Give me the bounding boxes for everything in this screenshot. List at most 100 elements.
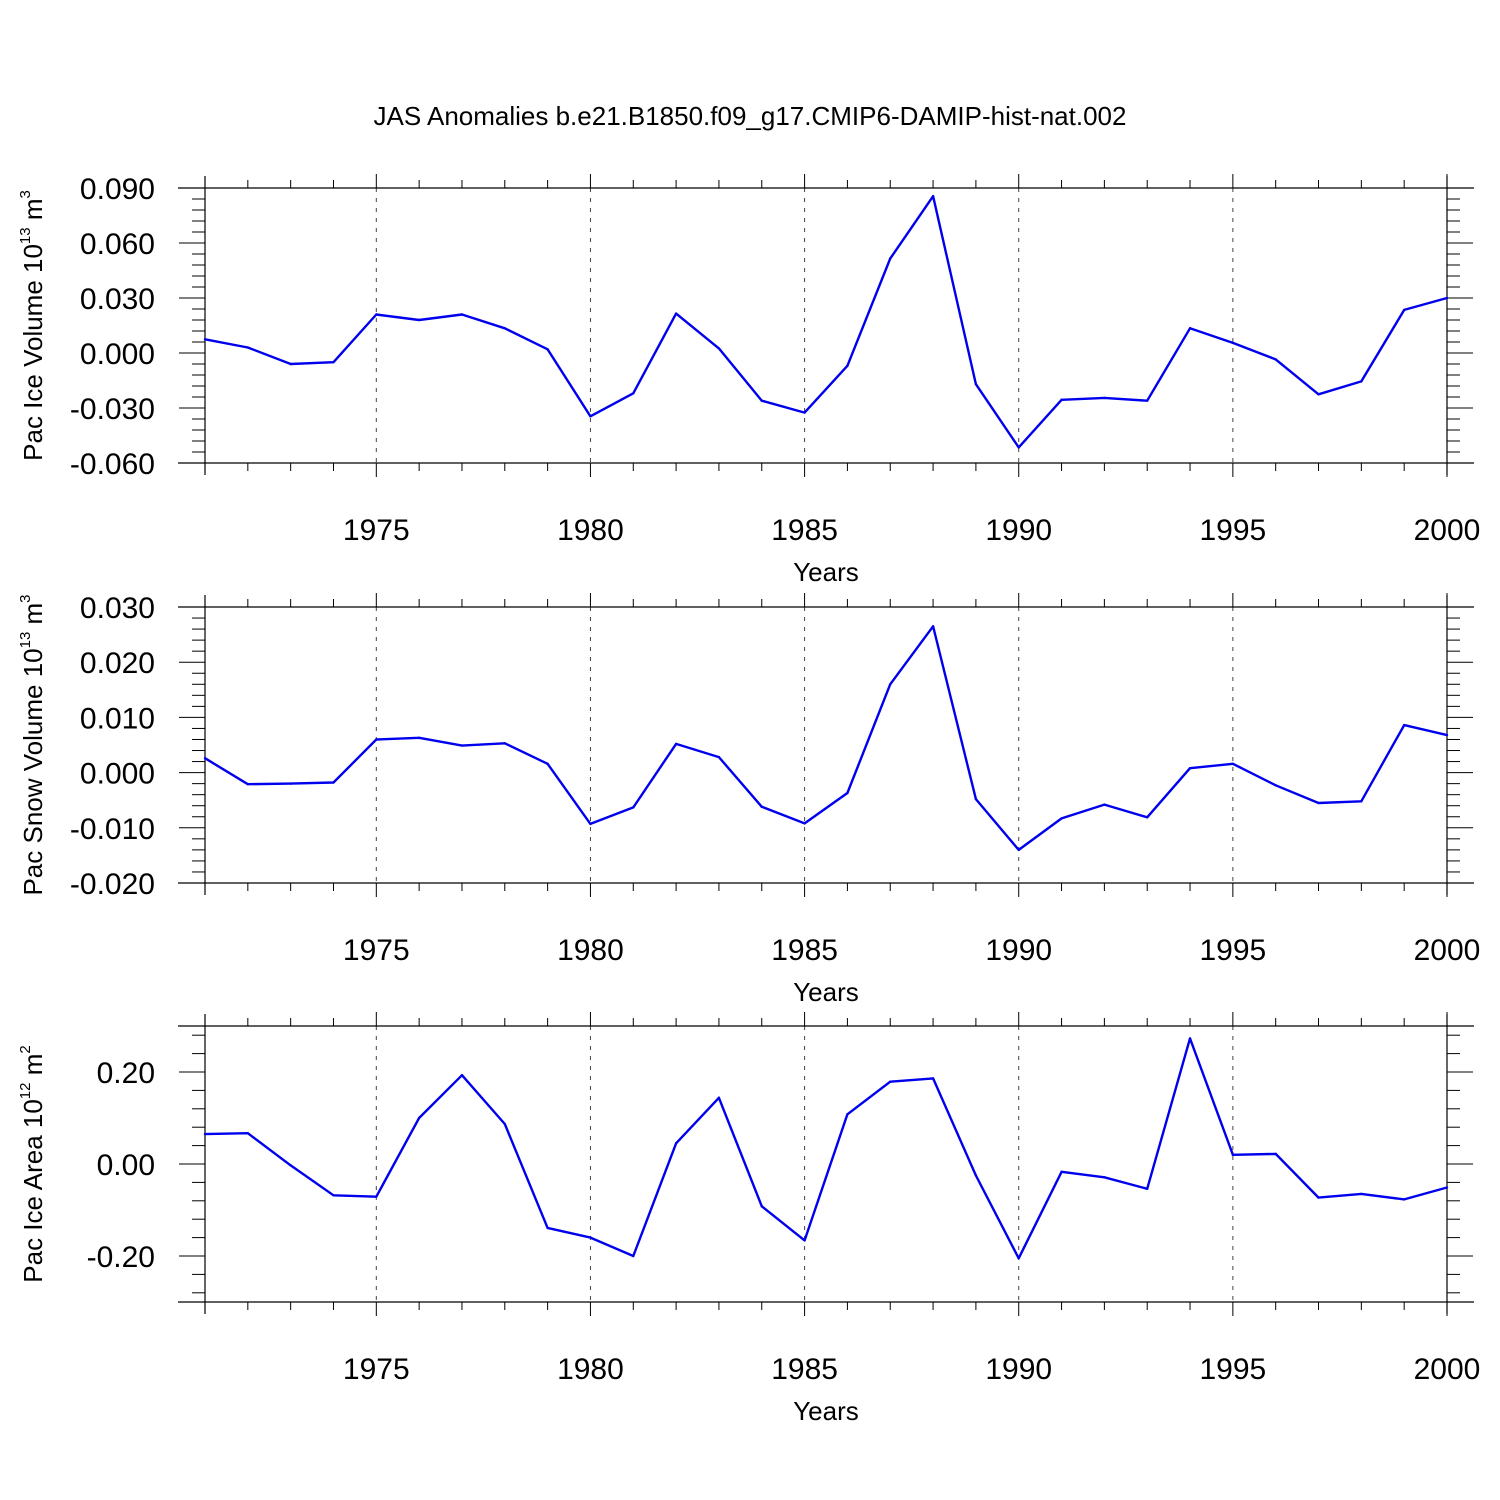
data-point bbox=[846, 1113, 849, 1116]
x-tick-label: 1975 bbox=[343, 934, 410, 967]
y-tick-label: -0.060 bbox=[70, 448, 155, 481]
panel-3: -0.20 0.00 0.20 1975 1980 1985 1990 1995 2000 Yea… bbox=[17, 1012, 1480, 1426]
data-point bbox=[1060, 398, 1063, 401]
data-point bbox=[1188, 327, 1192, 330]
data-point bbox=[1317, 801, 1320, 805]
data-point bbox=[803, 1239, 806, 1242]
data-point bbox=[632, 806, 635, 809]
data-point bbox=[846, 364, 849, 368]
data-point bbox=[760, 805, 763, 809]
data-point bbox=[803, 411, 806, 414]
data-point bbox=[589, 1236, 592, 1239]
y-tick-label: -0.010 bbox=[70, 813, 155, 846]
x-tick-label: 1985 bbox=[771, 1353, 838, 1386]
data-point bbox=[717, 1096, 721, 1099]
y-tick-label: -0.20 bbox=[87, 1241, 155, 1274]
x-tick-label: 1990 bbox=[985, 1353, 1052, 1386]
data-point bbox=[332, 1194, 335, 1197]
data-point bbox=[375, 1195, 378, 1198]
data-point bbox=[332, 360, 335, 364]
x-axis-label: Years bbox=[793, 1396, 859, 1426]
data-point bbox=[460, 313, 464, 316]
series-line bbox=[204, 625, 1448, 852]
x-tick-label: 1990 bbox=[985, 514, 1052, 547]
data-point bbox=[503, 327, 506, 330]
data-point bbox=[760, 1205, 763, 1208]
data-point bbox=[503, 1122, 506, 1126]
data-point bbox=[417, 318, 421, 322]
data-point bbox=[1017, 848, 1020, 852]
data-point bbox=[1231, 762, 1235, 765]
x-axis-label: Years bbox=[793, 977, 859, 1007]
data-point bbox=[503, 742, 506, 745]
data-point bbox=[289, 1164, 292, 1167]
data-point bbox=[803, 822, 806, 825]
x-tick-label: 1995 bbox=[1199, 514, 1266, 547]
x-tick-label: 2000 bbox=[1414, 514, 1481, 547]
data-point bbox=[674, 1142, 678, 1145]
x-axis-label: Years bbox=[793, 557, 859, 587]
series-line bbox=[204, 1037, 1448, 1260]
x-tick-label: 2000 bbox=[1414, 934, 1481, 967]
x-tick-label: 1975 bbox=[343, 514, 410, 547]
y-tick-label: 0.090 bbox=[80, 173, 155, 206]
x-tick-label: 1975 bbox=[343, 1353, 410, 1386]
y-tick-label: 0.20 bbox=[97, 1057, 155, 1090]
data-point bbox=[632, 392, 635, 395]
data-point bbox=[203, 757, 207, 760]
data-point bbox=[1274, 358, 1277, 361]
panel-1: -0.060 -0.030 0.000 0.030 0.060 0.090 1975 1980… bbox=[17, 173, 1480, 587]
data-point bbox=[332, 781, 335, 784]
data-point bbox=[1060, 1170, 1063, 1174]
data-point bbox=[1146, 399, 1149, 402]
y-tick-label: -0.020 bbox=[70, 868, 155, 901]
x-tick-label: 1990 bbox=[985, 934, 1052, 967]
data-point bbox=[1231, 1153, 1235, 1157]
data-point bbox=[632, 1254, 635, 1258]
x-tick-label: 1980 bbox=[557, 934, 624, 967]
data-point bbox=[1317, 393, 1320, 396]
data-point bbox=[889, 1080, 892, 1083]
data-point bbox=[1445, 733, 1449, 737]
data-point bbox=[974, 797, 978, 801]
data-point bbox=[460, 744, 464, 747]
x-tick-label: 1985 bbox=[771, 934, 838, 967]
y-tick-label: 0.000 bbox=[80, 338, 155, 371]
data-point bbox=[674, 312, 678, 315]
data-point bbox=[1188, 766, 1192, 770]
data-point bbox=[246, 782, 250, 786]
data-point bbox=[460, 1074, 464, 1077]
data-point bbox=[974, 1174, 978, 1177]
x-tick-label: 1995 bbox=[1199, 1353, 1266, 1386]
y-tick-label: 0.00 bbox=[97, 1149, 155, 1182]
y-tick-label: 0.000 bbox=[80, 758, 155, 791]
data-point bbox=[1402, 723, 1406, 727]
data-point bbox=[1146, 816, 1149, 819]
y-axis-label: Pac Snow Volume 1013 m3 bbox=[17, 594, 48, 895]
data-point bbox=[246, 346, 250, 349]
data-point bbox=[717, 755, 721, 759]
data-point bbox=[674, 742, 678, 746]
x-tick-label: 1980 bbox=[557, 514, 624, 547]
data-point bbox=[1103, 396, 1106, 400]
x-tick-label: 1985 bbox=[771, 514, 838, 547]
panels: -0.060 -0.030 0.000 0.030 0.060 0.090 1975 1980… bbox=[17, 173, 1480, 1426]
y-axis-label: Pac Ice Volume 1013 m3 bbox=[17, 190, 48, 461]
data-point bbox=[1103, 1176, 1106, 1179]
data-point bbox=[846, 791, 849, 795]
data-point bbox=[889, 257, 892, 260]
data-point bbox=[375, 313, 378, 316]
data-point bbox=[931, 625, 935, 628]
data-point bbox=[931, 195, 935, 198]
data-point bbox=[375, 738, 378, 741]
data-point bbox=[1231, 341, 1235, 345]
data-point bbox=[1360, 1192, 1363, 1196]
data-point bbox=[1274, 784, 1277, 787]
y-tick-label: 0.020 bbox=[80, 647, 155, 680]
data-point bbox=[974, 382, 978, 386]
y-tick-label: -0.030 bbox=[70, 393, 155, 426]
data-point bbox=[203, 338, 207, 341]
panel-2: -0.020 -0.010 0.000 0.010 0.020 0.030 1975 1980… bbox=[17, 592, 1480, 1007]
data-point bbox=[1274, 1152, 1277, 1156]
data-point bbox=[1402, 1198, 1406, 1201]
